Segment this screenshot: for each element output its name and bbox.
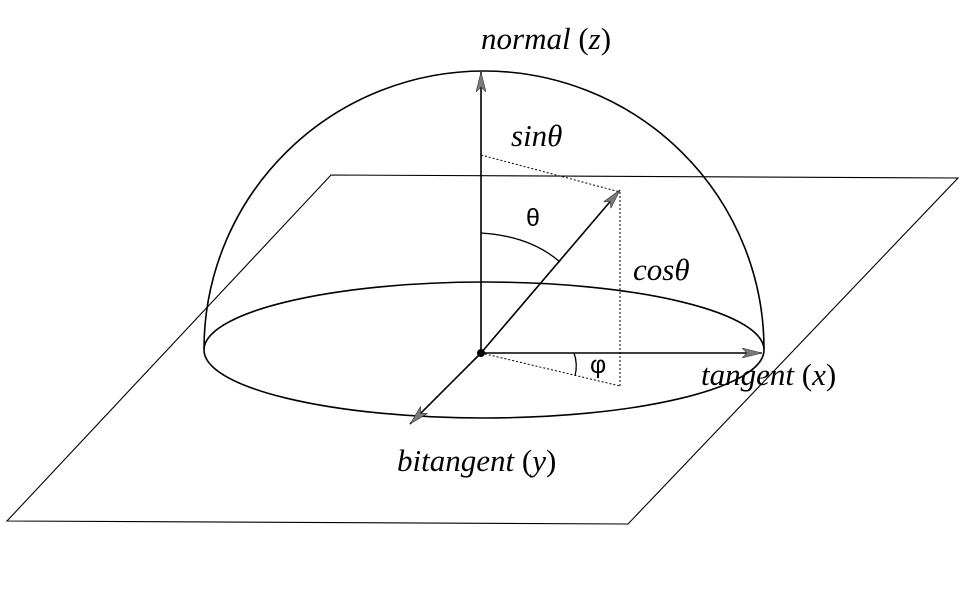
cos-theta-label: cosθ xyxy=(633,252,690,287)
bitangent-axis-word: bitangent xyxy=(397,443,515,478)
hemisphere-dome xyxy=(203,70,765,350)
tangent-axis-word: tangent xyxy=(701,357,795,392)
normal-axis-label: normal (z) xyxy=(481,21,611,56)
sin-theta-projection-line xyxy=(480,154,621,193)
origin-point xyxy=(477,349,485,357)
normal-axis-symbol: z xyxy=(588,21,601,56)
phi-angle-arc xyxy=(573,352,577,377)
theta-angle-arc xyxy=(480,232,561,263)
phi-label: φ xyxy=(590,351,606,379)
bitangent-axis-label: bitangent (y) xyxy=(397,443,556,478)
tangent-axis-symbol: x xyxy=(811,357,826,392)
theta-label: θ xyxy=(526,204,540,232)
tangent-axis-label: tangent (x) xyxy=(701,357,836,392)
direction-vector-arrow xyxy=(480,189,621,354)
bitangent-axis-symbol: y xyxy=(529,443,546,478)
tangent-plane xyxy=(5,174,960,525)
sin-theta-label: sinθ xyxy=(511,118,562,153)
hemisphere-base-ellipse xyxy=(203,281,765,419)
bitangent-axis-arrow xyxy=(409,352,482,425)
normal-axis-word: normal xyxy=(481,21,571,56)
